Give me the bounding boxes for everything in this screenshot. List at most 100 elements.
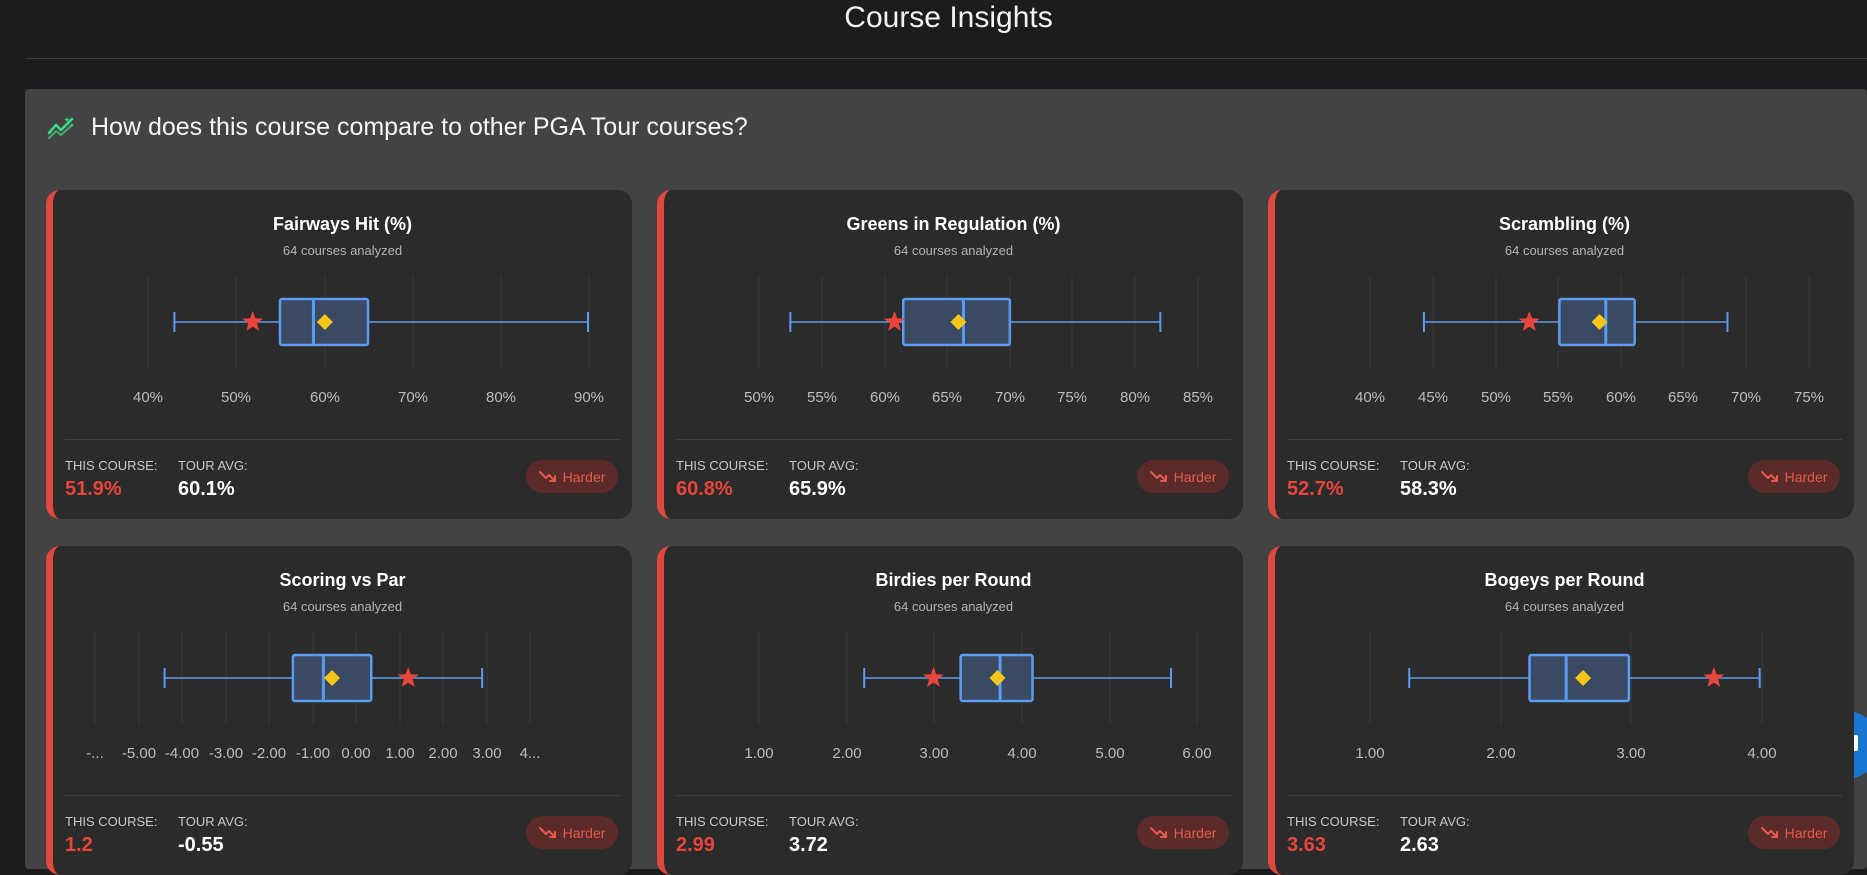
box-plot-chart: 1.002.003.004.005.006.007.00: [744, 632, 1300, 762]
tour-avg-label: TOUR AVG:: [178, 458, 248, 473]
axis-tick-label: 90%: [574, 389, 604, 406]
this-course-value: 60.8%: [676, 478, 733, 500]
tour-average-marker: [989, 670, 1006, 686]
metric-card: Greens in Regulation (%) 64 courses anal…: [657, 190, 1243, 519]
axis-tick-label: 55%: [1543, 389, 1573, 406]
this-course-marker: [1518, 311, 1540, 331]
axis-tick-label: 4...: [520, 745, 541, 762]
this-course-label: THIS COURSE:: [676, 814, 769, 829]
axis-tick-label: 70%: [398, 389, 428, 406]
axis-tick-label: 5.00: [1095, 745, 1124, 762]
this-course-value: 2.99: [676, 834, 715, 856]
this-course-label: THIS COURSE:: [1287, 814, 1380, 829]
tour-average-marker: [324, 670, 341, 686]
axis-tick-label: 65%: [932, 389, 962, 406]
axis-tick-label: 50%: [221, 389, 251, 406]
stat-divider: [65, 795, 620, 796]
tour-avg-value: 60.1%: [178, 478, 235, 500]
trend-down-icon: [1149, 826, 1167, 838]
this-course-marker: [242, 311, 264, 331]
trend-down-icon: [1760, 470, 1778, 482]
axis-tick-label: -...: [86, 745, 104, 762]
tour-avg-value: 3.72: [789, 834, 828, 856]
trend-down-icon: [1760, 826, 1778, 838]
metric-card: Scoring vs Par 64 courses analyzed THIS …: [46, 546, 632, 875]
axis-tick-label: 45%: [1418, 389, 1448, 406]
tour-average-marker: [316, 314, 333, 330]
axis-tick-label: 60%: [310, 389, 340, 406]
card-title: Scoring vs Par: [279, 570, 406, 590]
axis-tick-label: 6.00: [1182, 745, 1211, 762]
axis-tick-label: 1.00: [1355, 745, 1384, 762]
metric-card: Birdies per Round 64 courses analyzed TH…: [657, 546, 1300, 875]
axis-tick-label: 65%: [1668, 389, 1698, 406]
axis-tick-label: 60%: [1606, 389, 1636, 406]
axis-tick-label: 3.00: [919, 745, 948, 762]
axis-tick-label: 40%: [133, 389, 163, 406]
card-subtitle: 64 courses analyzed: [282, 599, 403, 614]
metric-card: Bogeys per Round 64 courses analyzed THI…: [1268, 546, 1854, 875]
tour-average-marker: [1575, 670, 1592, 686]
axis-tick-label: -4.00: [165, 745, 199, 762]
difficulty-badge: Harder: [1748, 816, 1840, 849]
this-course-label: THIS COURSE:: [676, 458, 769, 473]
tour-avg-value: 2.63: [1400, 834, 1439, 856]
tour-avg-value: -0.55: [178, 834, 224, 856]
this-course-marker: [397, 667, 419, 687]
panel-header: How does this course compare to other PG…: [45, 111, 748, 143]
this-course-value: 3.63: [1287, 834, 1326, 856]
axis-tick-label: 4.00: [1747, 745, 1776, 762]
trend-chart-icon: [47, 117, 74, 139]
tour-avg-label: TOUR AVG:: [789, 814, 859, 829]
badge-label: Harder: [1784, 824, 1828, 841]
axis-tick-label: 50%: [744, 389, 774, 406]
axis-tick-label: 2.00: [428, 745, 457, 762]
card-subtitle: 64 courses analyzed: [893, 599, 1014, 614]
stat-divider: [676, 439, 1231, 440]
axis-tick-label: 2.00: [1486, 745, 1515, 762]
page-title: Course Insights: [844, 1, 1053, 34]
axis-tick-label: -2.00: [252, 745, 286, 762]
tour-avg-label: TOUR AVG:: [178, 814, 248, 829]
trend-down-icon: [538, 470, 556, 482]
card-subtitle: 64 courses analyzed: [1504, 243, 1625, 258]
trend-down-icon: [538, 826, 556, 838]
this-course-label: THIS COURSE:: [65, 458, 158, 473]
axis-tick-label: 70%: [1731, 389, 1761, 406]
axis-tick-label: 75%: [1794, 389, 1824, 406]
difficulty-badge: Harder: [1137, 816, 1229, 849]
tour-avg-value: 58.3%: [1400, 478, 1457, 500]
axis-tick-label: -5.00: [122, 745, 156, 762]
tour-avg-label: TOUR AVG:: [1400, 458, 1470, 473]
badge-label: Harder: [1173, 468, 1217, 485]
card-title: Birdies per Round: [875, 570, 1032, 590]
this-course-value: 52.7%: [1287, 478, 1344, 500]
trend-down-icon: [1149, 470, 1167, 482]
difficulty-badge: Harder: [1137, 460, 1229, 493]
badge-label: Harder: [562, 824, 606, 841]
card-title: Greens in Regulation (%): [846, 214, 1061, 234]
this-course-value: 51.9%: [65, 478, 122, 500]
axis-tick-label: 80%: [1120, 389, 1150, 406]
axis-tick-label: 4.00: [1007, 745, 1036, 762]
badge-label: Harder: [1784, 468, 1828, 485]
this-course-label: THIS COURSE:: [1287, 458, 1380, 473]
card-subtitle: 64 courses analyzed: [282, 243, 403, 258]
axis-tick-label: 75%: [1057, 389, 1087, 406]
metric-card: Scrambling (%) 64 courses analyzed THIS …: [1268, 190, 1854, 519]
tour-average-marker: [1591, 314, 1608, 330]
difficulty-badge: Harder: [526, 816, 618, 849]
badge-label: Harder: [562, 468, 606, 485]
this-course-marker: [1703, 667, 1725, 687]
stat-divider: [1287, 439, 1842, 440]
difficulty-badge: Harder: [526, 460, 618, 493]
tour-avg-label: TOUR AVG:: [789, 458, 859, 473]
tour-avg-value: 65.9%: [789, 478, 846, 500]
axis-tick-label: 0.00: [341, 745, 370, 762]
axis-tick-label: 3.00: [472, 745, 501, 762]
stat-divider: [65, 439, 620, 440]
axis-tick-label: 40%: [1355, 389, 1385, 406]
axis-tick-label: 1.00: [385, 745, 414, 762]
axis-tick-label: 70%: [995, 389, 1025, 406]
box-plot-chart: 50% 55% 60% 65% 70% 75% 80% 85%: [744, 276, 1213, 406]
